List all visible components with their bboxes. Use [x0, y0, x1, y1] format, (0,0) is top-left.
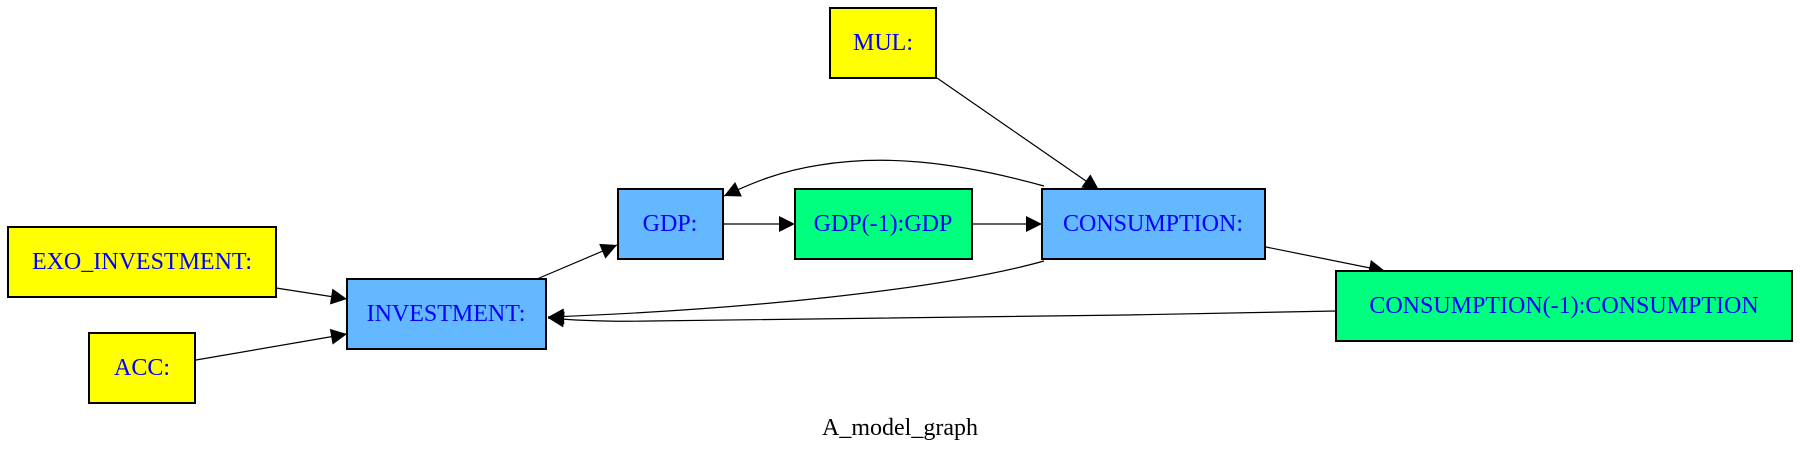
node-gdp-box — [617, 188, 724, 260]
node-exo-investment[interactable]: EXO_INVESTMENT: — [7, 226, 277, 298]
node-acc-box — [88, 332, 196, 404]
node-gdp[interactable]: GDP: — [617, 188, 724, 260]
node-mul-box — [829, 7, 937, 79]
edges-group — [195, 77, 1386, 361]
node-gdp-lag[interactable]: GDP(-1):GDP — [794, 188, 973, 260]
edge-investment-to-gdp — [536, 243, 618, 280]
node-investment-label: INVESTMENT: — [367, 301, 526, 327]
node-investment[interactable]: INVESTMENT: — [346, 278, 547, 350]
node-consumption-box — [1041, 188, 1266, 260]
edge-consumption-to-investment — [547, 260, 1045, 325]
node-consumption-label: CONSUMPTION: — [1063, 211, 1243, 237]
node-acc[interactable]: ACC: — [88, 332, 196, 404]
node-consumption[interactable]: CONSUMPTION: — [1041, 188, 1266, 260]
node-exo-investment-label: EXO_INVESTMENT: — [32, 249, 252, 275]
node-gdp-lag-box — [794, 188, 973, 260]
edge-mul-to-consumption — [936, 77, 1100, 191]
node-exo-investment-box — [7, 226, 277, 298]
edge-exo-investment-to-investment — [275, 287, 348, 305]
node-gdp-lag-label: GDP(-1):GDP — [814, 211, 953, 237]
node-consumption-lag-box — [1335, 270, 1793, 342]
edge-consumption-to-gdp — [723, 159, 1045, 197]
node-consumption-lag[interactable]: CONSUMPTION(-1):CONSUMPTION — [1335, 270, 1793, 342]
edge-acc-to-investment — [195, 328, 348, 361]
node-consumption-lag-label: CONSUMPTION(-1):CONSUMPTION — [1369, 293, 1758, 319]
node-mul[interactable]: MUL: — [829, 7, 937, 79]
edge-consumption-to-consumption-lag — [1265, 246, 1386, 276]
node-acc-label: ACC: — [114, 355, 170, 381]
node-mul-label: MUL: — [853, 30, 913, 56]
node-gdp-label: GDP: — [643, 211, 698, 237]
graph-caption: A_model_graph — [822, 415, 978, 441]
edge-consumption-lag-to-investment — [547, 310, 1337, 328]
node-investment-box — [346, 278, 547, 350]
